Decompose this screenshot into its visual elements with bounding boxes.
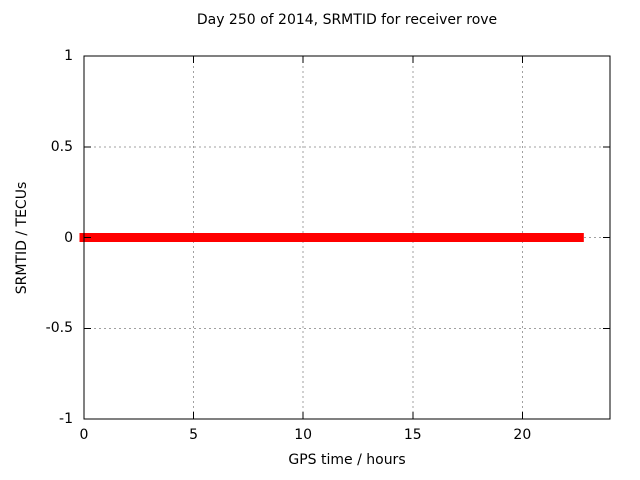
x-tick-label: 0 bbox=[79, 427, 89, 443]
y-tick-label: 1 bbox=[64, 48, 73, 64]
x-tick-label: 15 bbox=[403, 427, 422, 443]
y-tick-label: -0.5 bbox=[45, 320, 73, 337]
x-tick-label: 20 bbox=[513, 427, 532, 443]
x-tick-label: 5 bbox=[189, 427, 199, 443]
y-tick-label: -1 bbox=[59, 411, 73, 427]
y-tick-label: 0.5 bbox=[50, 138, 73, 155]
chart-title: Day 250 of 2014, SRMTID for receiver rov… bbox=[196, 12, 498, 28]
x-tick-label: 10 bbox=[294, 427, 313, 443]
y-tick-label: 0 bbox=[64, 229, 73, 246]
x-axis-label: GPS time / hours bbox=[288, 452, 406, 468]
